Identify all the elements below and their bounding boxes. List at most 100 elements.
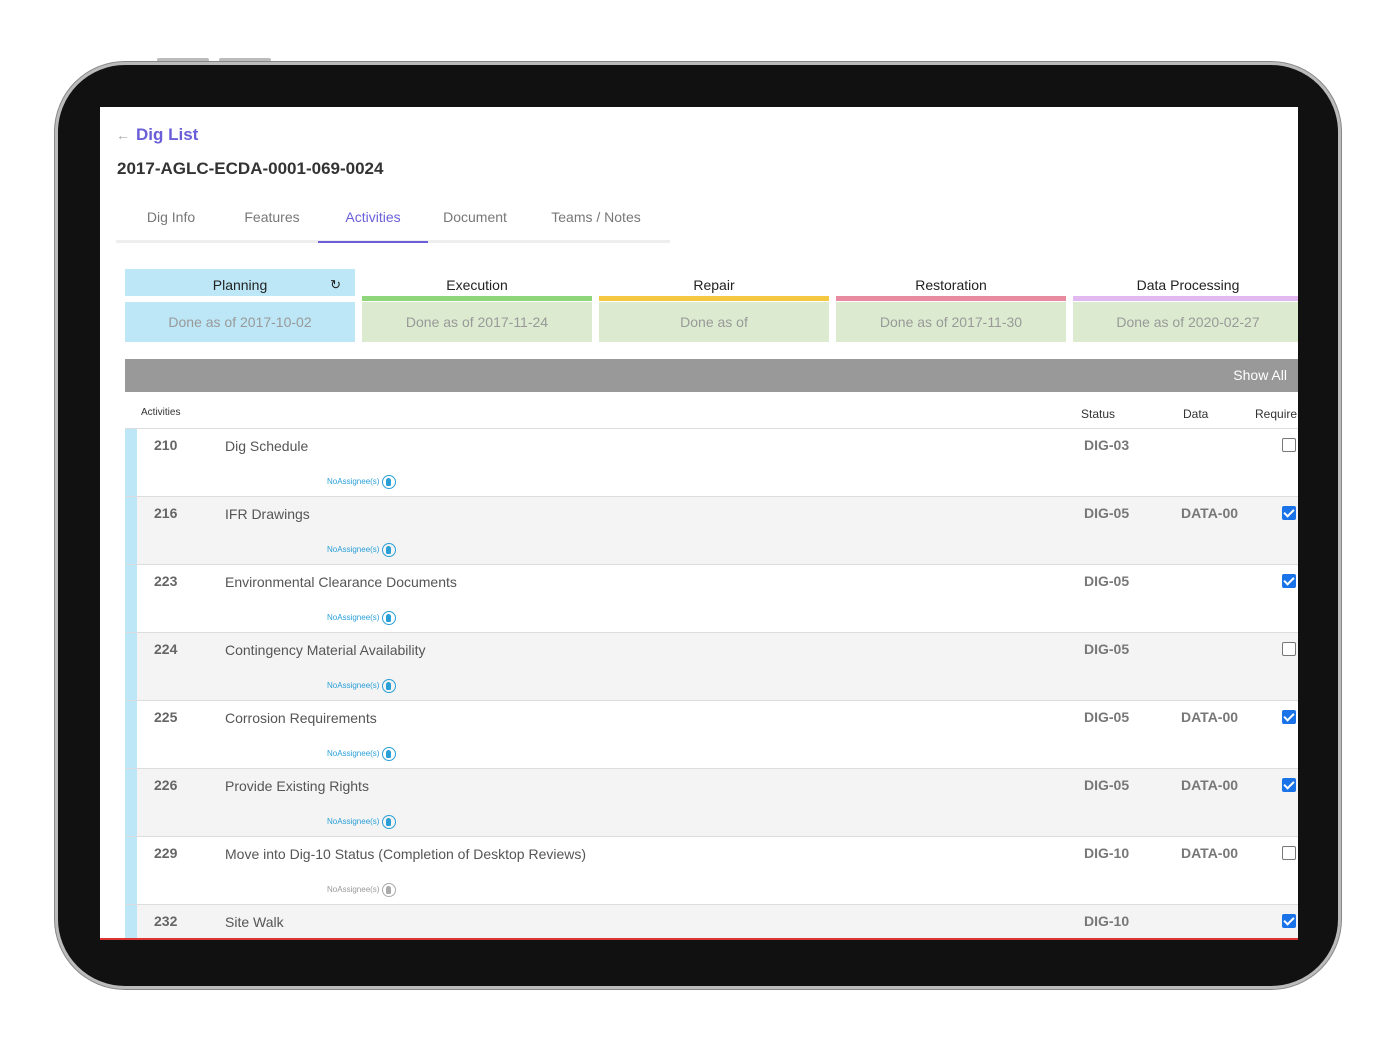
assignee-label: Assignee(s) bbox=[337, 545, 380, 555]
phase-label: Repair bbox=[693, 277, 735, 293]
activity-number: 210 bbox=[154, 437, 178, 453]
assignee-no: No bbox=[327, 885, 338, 895]
user-icon[interactable] bbox=[382, 543, 397, 557]
screen: ← Dig List 2017-AGLC-ECDA-0001-069-0024 D… bbox=[100, 107, 1298, 940]
table-row[interactable]: 223 Environmental Clearance Documents NoAs… bbox=[125, 564, 1298, 632]
assignee-label: Assignee(s) bbox=[337, 749, 380, 759]
assignee-no: No bbox=[327, 477, 338, 487]
activity-status: DIG-10 bbox=[1084, 845, 1130, 861]
phase-header: Restoration bbox=[836, 269, 1066, 301]
activity-status: DIG-03 bbox=[1084, 437, 1130, 453]
required-checkbox[interactable] bbox=[1282, 574, 1296, 588]
required-checkbox[interactable] bbox=[1282, 506, 1296, 520]
row-accent bbox=[125, 905, 137, 938]
activity-status: DIG-05 bbox=[1084, 573, 1130, 589]
activity-data: DATA-00 bbox=[1181, 845, 1239, 861]
row-accent bbox=[125, 701, 137, 768]
show-all-button[interactable]: Show All bbox=[1233, 367, 1287, 383]
required-checkbox[interactable] bbox=[1282, 438, 1296, 452]
col-required: Require bbox=[1255, 407, 1298, 421]
row-accent bbox=[125, 837, 137, 904]
table-row[interactable]: 210 Dig Schedule NoAssignee(s) DIG-03 bbox=[125, 428, 1298, 496]
row-accent bbox=[125, 565, 137, 632]
table-row[interactable]: 229 Move into Dig-10 Status (Completion o… bbox=[125, 836, 1298, 904]
activity-status: DIG-05 bbox=[1084, 641, 1130, 657]
activity-number: 223 bbox=[154, 573, 178, 589]
activity-number: 226 bbox=[154, 777, 178, 793]
activity-number: 216 bbox=[154, 505, 178, 521]
phase-header: Planning ↻ bbox=[125, 269, 355, 301]
user-icon[interactable] bbox=[382, 815, 397, 829]
required-checkbox[interactable] bbox=[1282, 846, 1296, 860]
activity-number: 225 bbox=[154, 709, 178, 725]
phase-label: Planning bbox=[212, 277, 268, 293]
phase-repair[interactable]: Repair Done as of bbox=[599, 269, 829, 347]
activity-status: DIG-05 bbox=[1084, 505, 1130, 521]
back-link[interactable]: ← Dig List bbox=[116, 125, 198, 145]
row-accent bbox=[125, 497, 137, 564]
phase-label: Execution bbox=[446, 277, 508, 293]
activity-name[interactable]: Contingency Material Availability bbox=[225, 642, 426, 658]
table-row[interactable]: 216 IFR Drawings NoAssignee(s) DIG-05 DATA-0… bbox=[125, 496, 1298, 564]
activity-name[interactable]: Provide Existing Rights bbox=[225, 778, 369, 794]
required-checkbox[interactable] bbox=[1282, 642, 1296, 656]
assignee-link[interactable]: NoAssignee(s) bbox=[327, 883, 397, 897]
assignee-link[interactable]: NoAssignee(s) bbox=[327, 815, 397, 829]
activity-name[interactable]: Environmental Clearance Documents bbox=[225, 574, 457, 590]
activity-data: DATA-00 bbox=[1181, 709, 1239, 725]
assignee-link[interactable]: NoAssignee(s) bbox=[327, 611, 397, 625]
user-icon[interactable] bbox=[382, 747, 397, 761]
tab-activities[interactable]: Activities bbox=[318, 205, 428, 243]
tab-dig-info[interactable]: Dig Info bbox=[146, 209, 196, 225]
table-row[interactable]: 226 Provide Existing Rights NoAssignee(s) D… bbox=[125, 768, 1298, 836]
required-checkbox[interactable] bbox=[1282, 710, 1296, 724]
activity-name[interactable]: Site Walk bbox=[225, 914, 284, 930]
tab-document[interactable]: Document bbox=[443, 209, 507, 225]
phase-execution[interactable]: Execution Done as of 2017-11-24 bbox=[362, 269, 592, 347]
row-accent bbox=[125, 769, 137, 836]
assignee-no: No bbox=[327, 681, 338, 691]
assignee-link[interactable]: NoAssignee(s) bbox=[327, 475, 397, 489]
user-icon[interactable] bbox=[382, 883, 397, 897]
table-row[interactable]: 224 Contingency Material Availability NoAs… bbox=[125, 632, 1298, 700]
tab-teams-notes[interactable]: Teams / Notes bbox=[551, 209, 641, 225]
refresh-icon[interactable]: ↻ bbox=[330, 277, 341, 292]
phase-restoration[interactable]: Restoration Done as of 2017-11-30 bbox=[836, 269, 1066, 347]
activity-data: DATA-00 bbox=[1181, 777, 1239, 793]
row-accent bbox=[125, 429, 137, 496]
power-button bbox=[219, 58, 271, 62]
activity-name[interactable]: IFR Drawings bbox=[225, 506, 310, 522]
activity-number: 224 bbox=[154, 641, 178, 657]
phase-planning[interactable]: Planning ↻ Done as of 2017-10-02 bbox=[125, 269, 355, 347]
assignee-link[interactable]: NoAssignee(s) bbox=[327, 679, 397, 693]
activity-number: 229 bbox=[154, 845, 178, 861]
row-accent bbox=[125, 633, 137, 700]
phase-data-processing[interactable]: Data Processing Done as of 2020-02-27 bbox=[1073, 269, 1298, 347]
phase-header: Data Processing bbox=[1073, 269, 1298, 301]
assignee-no: No bbox=[327, 749, 338, 759]
assignee-no: No bbox=[327, 817, 338, 827]
volume-button bbox=[157, 58, 209, 62]
phase-status: Done as of 2017-11-24 bbox=[362, 302, 592, 342]
user-icon[interactable] bbox=[382, 679, 397, 693]
tab-features[interactable]: Features bbox=[244, 209, 300, 225]
phase-status: Done as of bbox=[599, 302, 829, 342]
toolbar: Show All bbox=[125, 359, 1298, 392]
activity-data: DATA-00 bbox=[1181, 505, 1239, 521]
required-checkbox[interactable] bbox=[1282, 778, 1296, 792]
col-data: Data bbox=[1183, 407, 1209, 421]
assignee-no: No bbox=[327, 545, 338, 555]
assignee-label: Assignee(s) bbox=[337, 613, 380, 623]
user-icon[interactable] bbox=[382, 475, 397, 489]
activity-name[interactable]: Move into Dig-10 Status (Completion of D… bbox=[225, 846, 587, 862]
assignee-link[interactable]: NoAssignee(s) bbox=[327, 543, 397, 557]
table-row[interactable]: 225 Corrosion Requirements NoAssignee(s) DI… bbox=[125, 700, 1298, 768]
user-icon[interactable] bbox=[382, 611, 397, 625]
activity-name[interactable]: Dig Schedule bbox=[225, 438, 309, 454]
assignee-link[interactable]: NoAssignee(s) bbox=[327, 747, 397, 761]
required-checkbox[interactable] bbox=[1282, 914, 1296, 928]
assignee-label: Assignee(s) bbox=[337, 885, 380, 895]
activity-status: DIG-10 bbox=[1084, 913, 1130, 929]
activity-name[interactable]: Corrosion Requirements bbox=[225, 710, 377, 726]
